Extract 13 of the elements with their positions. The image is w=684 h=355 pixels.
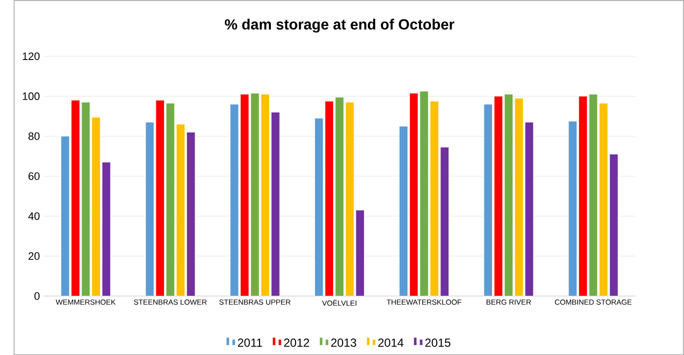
y-tick-label: 100 xyxy=(22,92,40,100)
y-tick-label: 60 xyxy=(28,172,40,180)
legend-label: 2014 xyxy=(378,338,404,347)
legend-label: 2015 xyxy=(425,338,450,347)
y-tick-label: 80 xyxy=(28,132,40,140)
chart-title: % dam storage at end of October xyxy=(224,18,454,32)
y-tick-label: 120 xyxy=(22,52,40,60)
y-tick-label: 0 xyxy=(34,292,40,300)
y-tick-label: 20 xyxy=(28,252,40,260)
legend-label: 2011 xyxy=(238,338,262,347)
legend-label: 2012 xyxy=(284,338,310,347)
y-tick-label: 40 xyxy=(28,212,40,220)
legend-label: 2013 xyxy=(331,338,356,347)
